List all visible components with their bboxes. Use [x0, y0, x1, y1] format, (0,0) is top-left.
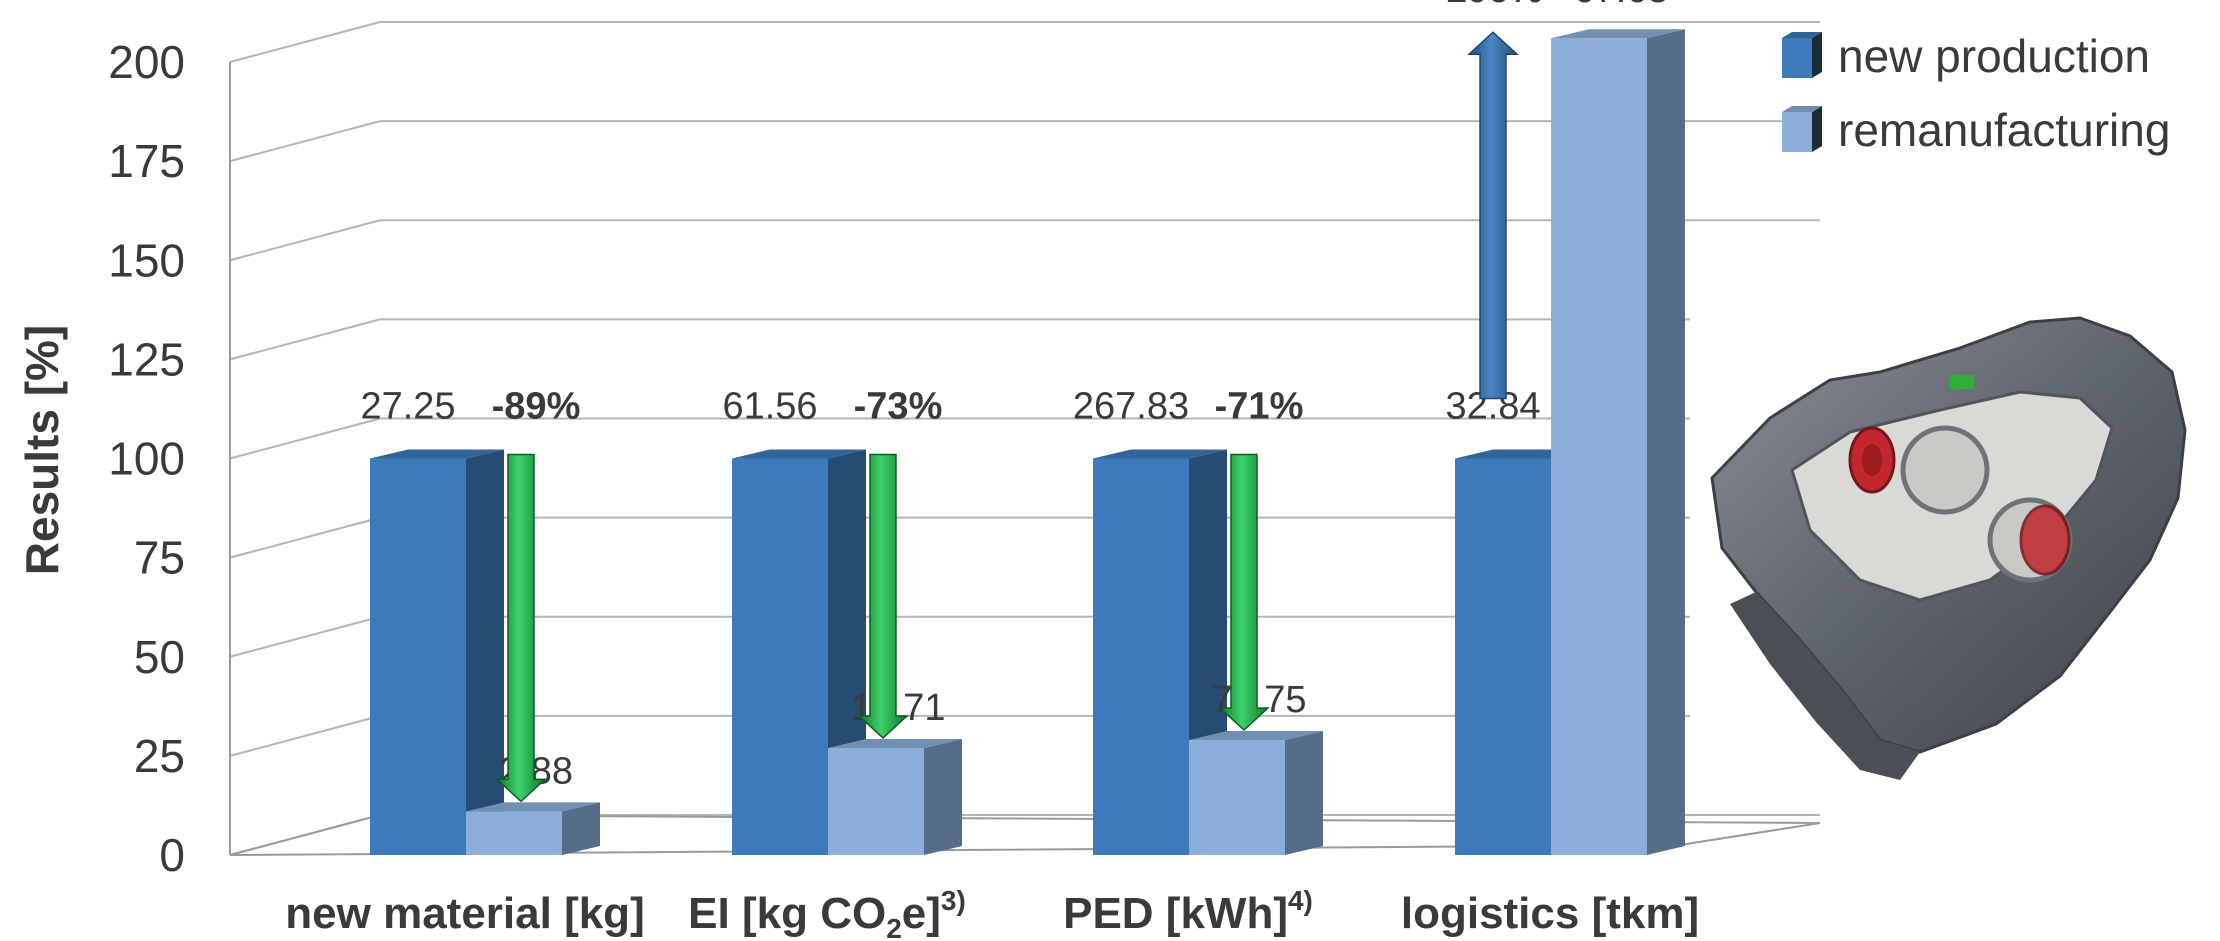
bar-new-production-2	[1093, 449, 1227, 855]
gridline-diagonal	[229, 318, 381, 361]
bar-remanufacturing-2-top	[1189, 731, 1323, 741]
legend-label: remanufacturing	[1838, 104, 2170, 156]
y-tick-label: 50	[134, 631, 185, 683]
y-tick-label: 75	[134, 532, 185, 584]
category-label-main: PED [kWh]	[1063, 889, 1288, 938]
bar-new-production-2-front	[1093, 458, 1189, 855]
bars	[370, 29, 1685, 855]
legend-swatch-top	[1782, 32, 1822, 38]
bar-remanufacturing-2-side	[1285, 731, 1323, 855]
bar-remanufacturing-3-top	[1551, 29, 1685, 39]
gridline-diagonal	[229, 615, 381, 658]
bar-new-production-0-front	[370, 458, 466, 855]
category-label: new material [kg]	[285, 889, 644, 938]
x-axis-categories: new material [kg] EI [kg CO2e]3) PED [kWh]…	[285, 885, 1699, 941]
legend-swatch-front	[1782, 38, 1812, 78]
bar-new-production-0-top	[370, 449, 504, 459]
y-tick-label: 200	[108, 36, 185, 88]
gridline-diagonal	[229, 120, 381, 163]
down-arrow-icon	[495, 453, 547, 803]
up-arrow-icon	[1467, 31, 1519, 400]
legend-swatch-front	[1782, 112, 1812, 152]
y-tick-label: 125	[108, 333, 185, 385]
bar-remanufacturing-3-side	[1647, 29, 1685, 855]
category-label-sup: 3)	[941, 885, 966, 916]
bar-remanufacturing-1-front	[828, 747, 924, 855]
gridline-diagonal	[229, 516, 381, 559]
bar-remanufacturing-2	[1189, 731, 1323, 855]
bar-remanufacturing-0-front	[466, 811, 562, 855]
change-label: -89%	[492, 386, 581, 428]
category-label-main: EI [kg CO	[688, 889, 886, 938]
down-arrow-icon	[1218, 453, 1270, 732]
y-tick-label: 100	[108, 433, 185, 485]
change-label: -73%	[854, 386, 943, 428]
legend-item: remanufacturing	[1782, 104, 2170, 156]
bar-remanufacturing-0	[466, 802, 600, 855]
category-label-sub: 2	[886, 913, 902, 941]
value-label-new-production: 61.56	[722, 386, 817, 428]
legend-item: new production	[1782, 30, 2150, 82]
y-tick-label: 150	[108, 234, 185, 286]
bar-new-production-0	[370, 449, 504, 855]
bar-remanufacturing-1	[828, 738, 962, 855]
y-axis-label: Results [%]	[16, 325, 68, 575]
change-label: -71%	[1215, 386, 1304, 428]
category-label: EI [kg CO2e]3)	[688, 885, 966, 941]
y-tick-label: 0	[159, 829, 185, 881]
y-axis-ticks: 0 25 50 75 100 125 150 175 200	[108, 36, 185, 881]
legend-swatch-side	[1812, 32, 1822, 78]
category-label: PED [kWh]4)	[1063, 885, 1313, 938]
category-label-tail: e]	[902, 889, 941, 938]
bar-new-production-1-top	[732, 449, 866, 459]
bar-remanufacturing-0-side	[562, 802, 600, 855]
gridline-diagonal	[229, 21, 381, 63]
legend-label: new production	[1838, 30, 2150, 82]
legend: new production remanufacturing	[1782, 30, 2170, 156]
change-arrows: -89% -73% -71% +106%	[492, 0, 1543, 803]
bar-remanufacturing-3-front	[1551, 38, 1647, 855]
bar-remanufacturing-1-side	[924, 738, 962, 855]
value-label-new-production: 267.83	[1073, 386, 1189, 428]
y-tick-label: 25	[134, 730, 185, 782]
bar-remanufacturing-2-front	[1189, 740, 1285, 855]
legend-swatch-top	[1782, 106, 1822, 112]
bar-remanufacturing-3	[1551, 29, 1685, 855]
bar-new-production-1-front	[732, 458, 828, 855]
legend-swatch-side	[1812, 106, 1822, 152]
gridline-diagonal	[229, 417, 381, 460]
bar-new-production-0-side	[466, 449, 504, 855]
category-label-sup: 4)	[1288, 885, 1313, 916]
category-label: logistics [tkm]	[1401, 889, 1699, 938]
bar-new-production-3-front	[1455, 458, 1551, 855]
bar-new-production-2-top	[1093, 449, 1227, 459]
down-arrow-icon	[857, 453, 909, 739]
bar-remanufacturing-1-top	[828, 738, 962, 748]
category-label-main: logistics [tkm]	[1401, 889, 1699, 938]
gridline-diagonal	[229, 714, 381, 757]
value-label-remanufacturing: 67.68	[1573, 0, 1668, 11]
gridline-diagonal	[229, 219, 381, 262]
bar-remanufacturing-0-top	[466, 802, 600, 812]
y-tick-label: 175	[108, 135, 185, 187]
value-label-new-production: 27.25	[360, 386, 455, 428]
brake-caliper-illustration	[1690, 262, 2220, 810]
category-label-main: new material [kg]	[285, 889, 644, 938]
change-label: +106%	[1423, 0, 1542, 11]
